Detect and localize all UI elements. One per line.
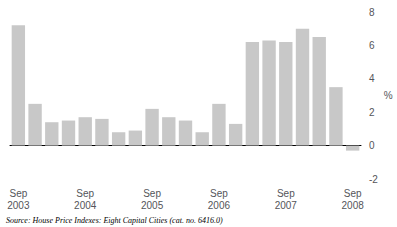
svg-text:6: 6	[369, 40, 375, 51]
svg-text:Sep: Sep	[210, 188, 228, 199]
svg-text:2008: 2008	[342, 200, 365, 211]
svg-text:Sep: Sep	[277, 188, 295, 199]
svg-text:2: 2	[369, 107, 375, 118]
svg-text:8: 8	[369, 7, 375, 18]
svg-text:2006: 2006	[208, 200, 231, 211]
svg-text:Sep: Sep	[76, 188, 94, 199]
svg-text:Sep: Sep	[344, 188, 362, 199]
svg-text:%: %	[384, 90, 393, 101]
svg-text:Source: House Price Indexes: E: Source: House Price Indexes: Eight Capit…	[6, 216, 223, 225]
svg-text:4: 4	[369, 73, 375, 84]
svg-text:2004: 2004	[74, 200, 97, 211]
svg-text:2003: 2003	[7, 200, 30, 211]
svg-text:0: 0	[369, 140, 375, 151]
svg-text:2005: 2005	[141, 200, 164, 211]
svg-text:-2: -2	[369, 174, 378, 185]
svg-text:Sep: Sep	[143, 188, 161, 199]
svg-text:Sep: Sep	[9, 188, 27, 199]
svg-text:2007: 2007	[275, 200, 298, 211]
